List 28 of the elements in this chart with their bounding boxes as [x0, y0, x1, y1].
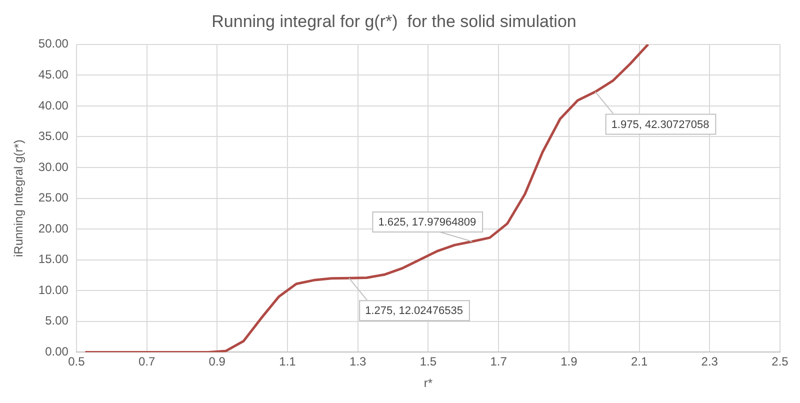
annotation: 1.975, 42.30727058 [611, 118, 710, 131]
y-tick-label: 20.00 [38, 221, 69, 236]
chart-title: Running integral for g(r*) for the solid simulation [212, 12, 576, 31]
y-tick-label: 30.00 [38, 160, 69, 174]
x-axis-title: r* [424, 376, 433, 390]
x-tick-label: 0.5 [68, 354, 86, 369]
y-tick-label: 0.00 [45, 344, 69, 359]
x-tick-label: 1.5 [420, 354, 437, 369]
x-tick-label: 1.3 [350, 354, 367, 369]
x-tick-label: 1.7 [490, 354, 508, 369]
x-tick-label: 0.9 [208, 354, 226, 369]
y-tick-label: 50.00 [38, 36, 69, 51]
x-tick-label: 1.9 [560, 354, 578, 369]
y-tick-label: 40.00 [38, 98, 69, 112]
y-tick-label: 35.00 [38, 129, 69, 144]
x-tick-label: 2.1 [630, 354, 648, 369]
y-tick-label: 10.00 [38, 282, 69, 297]
annotation: 1.275, 12.02476535 [365, 305, 463, 318]
x-tick-label: 2.5 [772, 354, 789, 369]
y-tick-label: 5.00 [45, 314, 69, 328]
annotation: 1.625, 17.97964809 [378, 216, 476, 229]
x-tick-label: 1.1 [279, 354, 296, 369]
y-axis-title: iRunning Integral g(r*) [12, 140, 26, 258]
y-tick-label: 15.00 [38, 252, 69, 266]
y-tick-label: 45.00 [38, 67, 69, 82]
y-tick-label: 25.00 [38, 190, 69, 205]
x-tick-label: 0.7 [138, 354, 156, 369]
x-tick-label: 2.3 [701, 354, 718, 369]
